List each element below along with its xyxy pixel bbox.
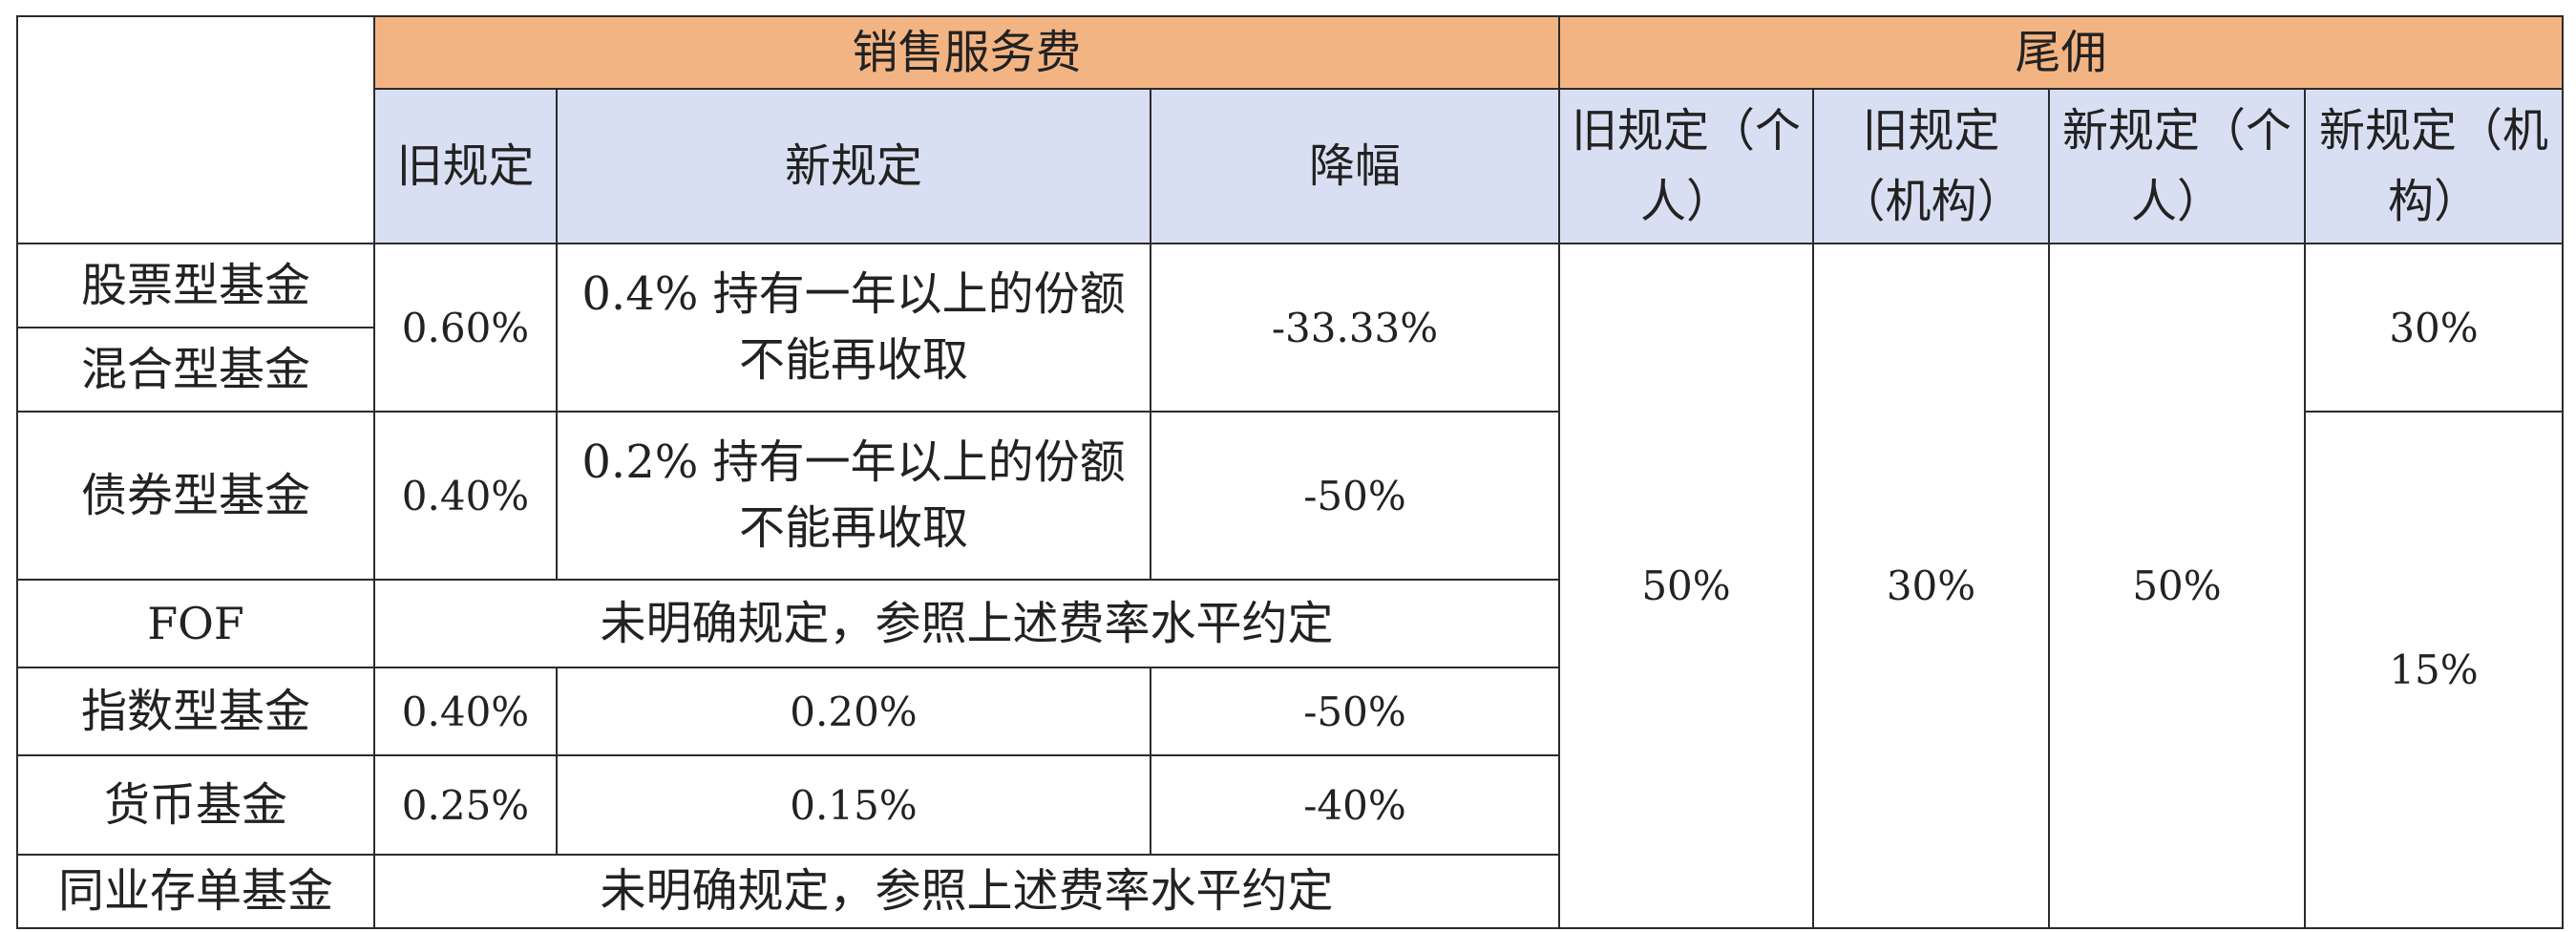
money-old-fee: 0.25% bbox=[373, 754, 558, 857]
subheader-new-rule: 新规定 bbox=[556, 88, 1151, 245]
row-label-hybrid-fund: 混合型基金 bbox=[16, 327, 375, 413]
subheader-decline: 降幅 bbox=[1150, 88, 1560, 245]
trailer-new-institution-top: 30% bbox=[2303, 243, 2565, 413]
subheader-old-institution: 旧规定（机构） bbox=[1812, 88, 2050, 245]
header-trailer-fee: 尾佣 bbox=[1557, 14, 2565, 91]
money-new-fee: 0.15% bbox=[556, 754, 1151, 857]
index-new-fee: 0.20% bbox=[556, 667, 1151, 757]
corner-cell bbox=[16, 14, 375, 245]
trailer-old-institution: 30% bbox=[1812, 243, 2050, 929]
index-old-fee: 0.40% bbox=[373, 667, 558, 757]
row-label-interbank-cd-fund: 同业存单基金 bbox=[16, 854, 375, 929]
trailer-new-institution-rest: 15% bbox=[2303, 411, 2565, 929]
subheader-old-rule: 旧规定 bbox=[373, 88, 558, 245]
bond-decline: -50% bbox=[1150, 411, 1560, 582]
row-label-index-fund: 指数型基金 bbox=[16, 667, 375, 757]
fee-comparison-table: 销售服务费 尾佣 旧规定 新规定 降幅 旧规定（个人） 旧规定（机构） 新规定（… bbox=[16, 14, 2565, 929]
trailer-old-individual: 50% bbox=[1558, 243, 1814, 929]
money-decline: -40% bbox=[1150, 754, 1560, 857]
subheader-old-individual: 旧规定（个人） bbox=[1558, 88, 1814, 245]
interbank-cd-fee-note: 未明确规定，参照上述费率水平约定 bbox=[373, 854, 1560, 929]
subheader-new-institution: 新规定（机构） bbox=[2303, 88, 2565, 245]
index-decline: -50% bbox=[1150, 667, 1560, 757]
row-label-money-fund: 货币基金 bbox=[16, 754, 375, 857]
bond-new-fee: 0.2% 持有一年以上的份额不能再收取 bbox=[556, 411, 1151, 582]
row-label-fof: FOF bbox=[16, 579, 375, 669]
fof-fee-note: 未明确规定，参照上述费率水平约定 bbox=[373, 579, 1560, 669]
trailer-new-individual: 50% bbox=[2048, 243, 2306, 929]
bond-old-fee: 0.40% bbox=[373, 411, 558, 582]
stock-hybrid-decline: -33.33% bbox=[1150, 243, 1560, 413]
stock-hybrid-old-fee: 0.60% bbox=[373, 243, 558, 413]
row-label-stock-fund: 股票型基金 bbox=[16, 243, 375, 329]
row-label-bond-fund: 债券型基金 bbox=[16, 411, 375, 582]
header-sales-service-fee: 销售服务费 bbox=[373, 14, 1560, 91]
stock-hybrid-new-fee: 0.4% 持有一年以上的份额不能再收取 bbox=[556, 243, 1151, 413]
subheader-new-individual: 新规定（个人） bbox=[2048, 88, 2306, 245]
